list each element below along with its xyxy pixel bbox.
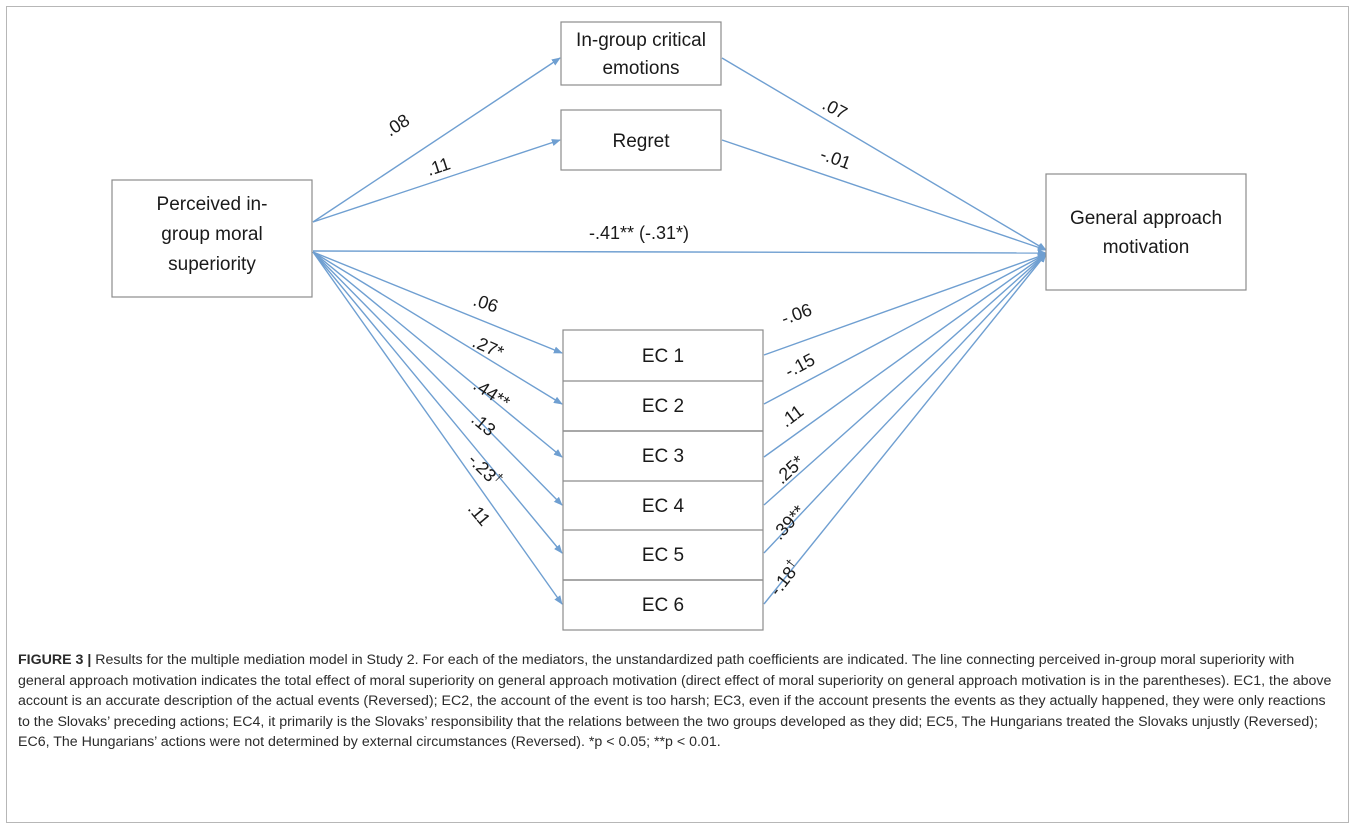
predictor-line-3: superiority xyxy=(168,254,256,275)
ec5-label: EC 5 xyxy=(642,545,684,566)
mediation-diagram: Perceived in- group moral superiority Ge… xyxy=(111,21,1247,631)
arrow-ec5-outcome xyxy=(763,253,1047,554)
coef-ec1-out: -.06 xyxy=(779,299,815,328)
coef-ec5-out: .39** xyxy=(768,501,809,543)
predictor-line-1: Perceived in- xyxy=(157,194,268,215)
coef-to-regret: .11 xyxy=(424,153,453,179)
arrow-ec6-outcome xyxy=(763,253,1047,605)
ec3-label: EC 3 xyxy=(642,446,684,467)
ec1-label: EC 1 xyxy=(642,346,684,367)
outcome-line-2: motivation xyxy=(1103,237,1190,258)
coef-to-ec5: -.23† xyxy=(464,448,506,490)
arrow-predictor-regret xyxy=(312,139,561,223)
ec6-label: EC 6 xyxy=(642,595,684,616)
coef-to-ec6: .11 xyxy=(464,499,495,530)
arrow-regret-outcome xyxy=(721,139,1047,251)
coef-regret-outcome: -.01 xyxy=(818,144,854,173)
caption-text: Results for the multiple mediation model… xyxy=(18,652,1332,750)
critical-line-1: In-group critical xyxy=(576,30,706,51)
paths xyxy=(312,57,1047,605)
arrow-ec4-outcome xyxy=(763,253,1047,506)
regret-label: Regret xyxy=(612,131,670,152)
arrow-predictor-ec1 xyxy=(312,251,563,354)
ec-stack: EC 1 EC 2 EC 3 EC 4 EC 5 EC 6 xyxy=(562,329,764,631)
coef-to-ec1: .06 xyxy=(471,290,501,317)
arrow-predictor-ec3 xyxy=(312,251,563,458)
coef-to-ec3: .44** xyxy=(470,375,514,413)
regret-box: Regret xyxy=(560,109,722,171)
arrow-predictor-ec4 xyxy=(312,251,563,506)
coef-to-ec2: .27* xyxy=(469,331,506,362)
critical-line-2: emotions xyxy=(602,58,679,79)
coef-to-critical: .08 xyxy=(381,110,413,140)
predictor-line-2: group moral xyxy=(161,224,262,245)
coef-ec4-out: .25* xyxy=(771,451,808,487)
figure-caption: FIGURE 3 | Results for the multiple medi… xyxy=(18,650,1338,753)
arrow-direct xyxy=(312,249,1047,257)
coef-ec6-out: -.18† xyxy=(764,556,805,599)
caption-label: FIGURE 3 | xyxy=(18,652,92,668)
arrow-predictor-ec6 xyxy=(312,251,563,605)
critical-emotions-box: In-group critical emotions xyxy=(560,21,722,86)
arrow-predictor-critical xyxy=(312,57,561,223)
outcome-line-1: General approach xyxy=(1070,208,1222,229)
predictor-box: Perceived in- group moral superiority xyxy=(111,179,313,298)
coef-ec3-out: .11 xyxy=(776,401,807,431)
ec2-label: EC 2 xyxy=(642,396,684,417)
outcome-box: General approach motivation xyxy=(1045,173,1247,291)
ec4-label: EC 4 xyxy=(642,496,685,517)
arrow-predictor-ec2 xyxy=(312,251,563,405)
coef-ec2-out: -.15 xyxy=(781,349,818,381)
arrow-ec2-outcome xyxy=(763,253,1047,405)
arrow-ec1-outcome xyxy=(763,253,1047,356)
arrow-critical-outcome xyxy=(721,57,1047,251)
arrow-ec3-outcome xyxy=(763,253,1047,458)
arrow-predictor-ec5 xyxy=(312,251,563,554)
coef-direct: -.41** (-.31*) xyxy=(589,223,689,243)
